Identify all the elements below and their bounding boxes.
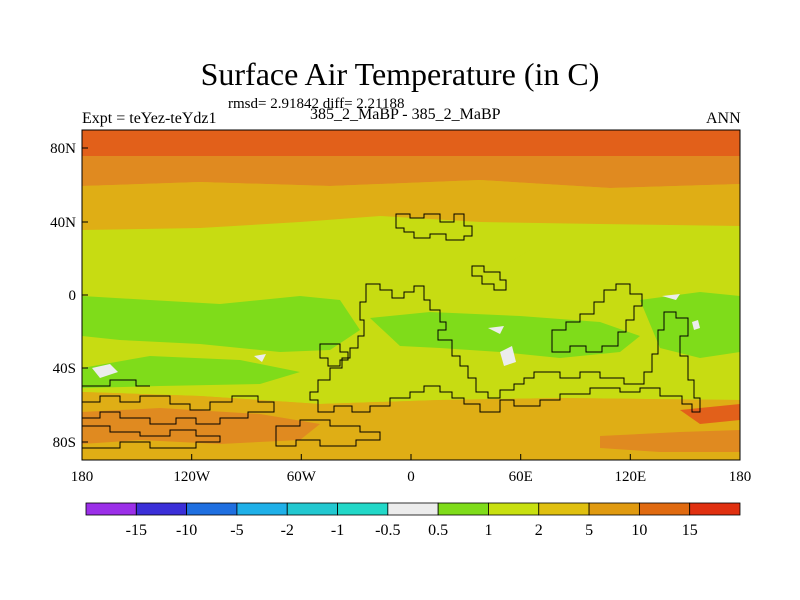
continent-outlines — [82, 213, 701, 449]
green-region-4 — [640, 292, 740, 358]
lon-label-120e: 120E — [614, 469, 646, 485]
colorbar-swatch — [588, 502, 640, 516]
colorbar-swatch — [638, 502, 691, 516]
colorbar-swatch — [186, 502, 238, 516]
map-panel — [81, 129, 741, 461]
colorbar-label: 10 — [631, 522, 647, 539]
lon-label-60e: 60E — [509, 469, 533, 485]
coastline-southern-strip — [82, 425, 221, 449]
season-label: ANN — [706, 110, 741, 127]
band-midlat-south — [82, 392, 740, 460]
colorbar-swatch — [337, 502, 389, 516]
lat-label-80s: 80S — [53, 435, 76, 451]
colorbar: -15 -10 -5 -2 -1 -0.5 0.5 1 2 5 10 15 — [85, 502, 741, 539]
coastline-southern-belt — [82, 395, 275, 425]
lon-labels: 180 120W 60W 0 60E 120E 180 — [71, 469, 752, 485]
map-title: Surface Air Temperature (in C) — [200, 56, 600, 92]
dark-orange-region-south — [680, 404, 740, 424]
lon-label-180e: 180 — [729, 469, 752, 485]
yellow-region-1 — [420, 240, 530, 262]
colorbar-swatch — [286, 502, 338, 516]
white-patch-5 — [692, 320, 700, 330]
subtitle: 385_2_MaBP - 385_2_MaBP — [310, 106, 501, 123]
colorbar-label: 1 — [484, 522, 492, 539]
colorbar-label: 5 — [585, 522, 593, 539]
band-polar-north — [82, 130, 740, 156]
colorbar-label: -2 — [281, 522, 294, 539]
coastline-small-island — [471, 265, 507, 291]
experiment-label: Expt = teYez-teYdz1 — [82, 110, 217, 127]
colorbar-label: -1 — [331, 522, 344, 539]
lon-label-120w: 120W — [173, 469, 211, 485]
colorbar-swatch — [236, 502, 288, 516]
lat-label-40s: 40S — [53, 361, 76, 377]
coastline-north-landmass — [395, 213, 473, 241]
orange-region-south-2 — [600, 430, 740, 452]
coastline-central-continent — [309, 283, 701, 413]
lat-label-80n: 80N — [50, 141, 76, 157]
tick-marks — [82, 147, 631, 460]
colorbar-swatch — [488, 502, 540, 516]
colorbar-label: -10 — [176, 522, 197, 539]
colorbar-label: -15 — [126, 522, 147, 539]
band-midlat-north — [82, 180, 740, 230]
white-patch-1 — [92, 364, 118, 378]
colorbar-swatch — [437, 502, 489, 516]
lon-label-180w: 180 — [71, 469, 94, 485]
colorbar-label: 0.5 — [428, 522, 448, 539]
colorbar-label: -0.5 — [375, 522, 400, 539]
stats-text: rmsd= 2.91842 diff= 2.21188 — [228, 96, 405, 112]
lon-label-60w: 60W — [287, 469, 317, 485]
colorbar-swatch — [689, 502, 741, 516]
colorbar-label: 2 — [535, 522, 543, 539]
coastline-southern-island — [275, 419, 381, 447]
colorbar-swatch — [387, 502, 439, 516]
coastline-western-landmass — [319, 343, 349, 367]
lat-label-40n: 40N — [50, 215, 76, 231]
lat-labels: 80N 40N 0 40S 80S — [50, 141, 76, 451]
colorbar-label: 15 — [682, 522, 698, 539]
band-tropical — [82, 216, 740, 404]
white-patch-4 — [662, 294, 680, 300]
coastline-southern-isthmus — [82, 379, 150, 387]
colorbar-label: -5 — [230, 522, 243, 539]
green-region-1 — [82, 296, 360, 352]
colorbar-swatch — [85, 502, 137, 516]
band-subpolar-north — [82, 156, 740, 188]
colorbar-swatch — [135, 502, 188, 516]
lat-label-0: 0 — [69, 288, 77, 304]
lon-label-0: 0 — [407, 469, 415, 485]
coastline-east-landmass — [551, 283, 643, 353]
white-patch-6 — [254, 354, 266, 362]
colorbar-swatch — [538, 502, 590, 516]
orange-region-south-1 — [82, 408, 320, 444]
white-patch-2 — [500, 346, 516, 366]
white-patch-3 — [488, 326, 504, 334]
